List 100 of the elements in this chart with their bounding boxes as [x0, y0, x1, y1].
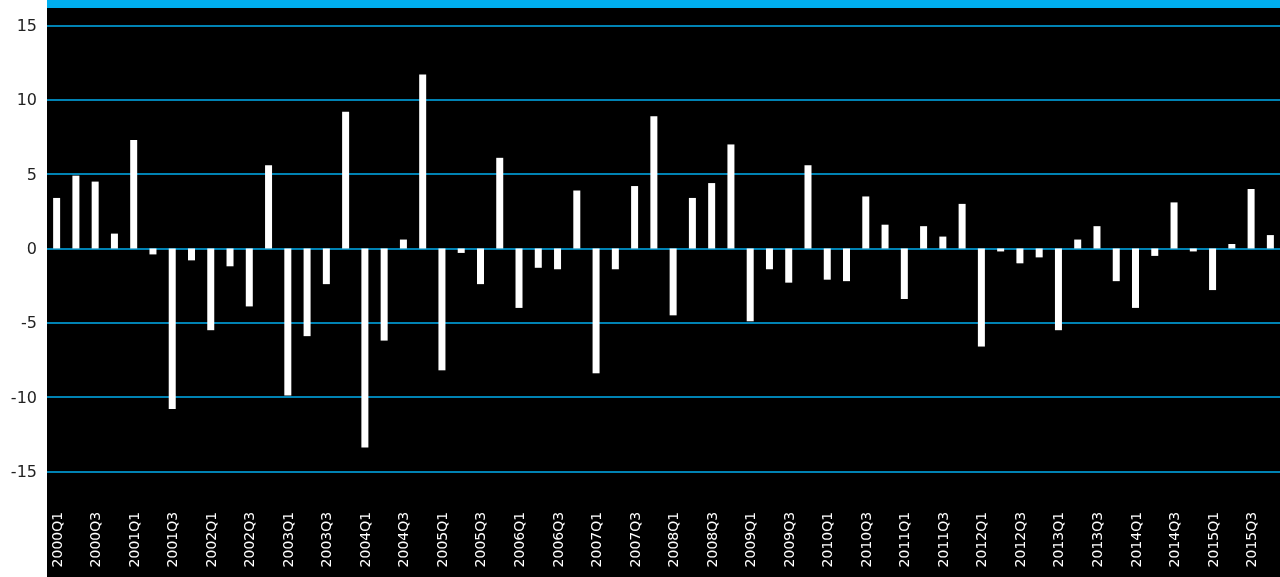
bar: [1228, 244, 1236, 249]
bar: [399, 239, 407, 249]
x-tick-label: 2005Q1: [433, 511, 450, 568]
x-tick-label: 2002Q3: [241, 511, 258, 568]
bar: [419, 74, 427, 249]
bar: [130, 139, 138, 249]
bar: [881, 224, 889, 249]
bar: [1093, 226, 1101, 249]
x-tick-label: 2009Q3: [780, 511, 797, 568]
bar: [1074, 239, 1082, 249]
bar: [1247, 189, 1255, 249]
bar: [900, 248, 908, 299]
bar: [110, 233, 118, 249]
x-tick-label: 2002Q1: [202, 511, 219, 568]
bar: [53, 197, 61, 249]
bar: [1189, 248, 1197, 252]
x-tick-label: 2003Q3: [318, 511, 335, 568]
x-tick-label: 2003Q1: [279, 511, 296, 568]
y-tick-label: 5: [26, 164, 37, 184]
x-tick-label: 2012Q3: [1011, 511, 1028, 568]
bar: [342, 111, 350, 249]
bar: [688, 197, 696, 249]
bar: [1112, 248, 1120, 282]
y-tick-label: -10: [10, 387, 37, 407]
bar: [515, 248, 523, 308]
x-tick-label: 2012Q1: [973, 511, 990, 568]
bar: [1209, 248, 1217, 291]
bar: [226, 248, 234, 267]
bar: [1151, 248, 1159, 256]
x-tick-label: 2010Q1: [819, 511, 836, 568]
x-tick-label: 2004Q1: [356, 511, 373, 568]
x-tick-label: 2007Q1: [588, 511, 605, 568]
x-tick-label: 2001Q3: [164, 511, 181, 568]
bar: [476, 248, 484, 285]
x-tick-label: 2006Q1: [511, 511, 528, 568]
bar: [72, 175, 80, 249]
y-tick-label: -5: [21, 313, 37, 333]
bar: [631, 186, 639, 249]
x-tick-label: 2010Q3: [857, 511, 874, 568]
bar: [496, 157, 504, 249]
x-tick-label: 2015Q3: [1243, 511, 1260, 568]
bar: [785, 248, 793, 283]
x-tick-label: 2001Q1: [125, 511, 142, 568]
bar: [380, 248, 388, 341]
bar: [149, 248, 157, 255]
bar: [746, 248, 754, 322]
bar: [207, 248, 215, 331]
bar: [592, 248, 600, 374]
bar: [823, 248, 831, 280]
x-tick-label: 2013Q3: [1088, 511, 1105, 568]
bar: [554, 248, 562, 270]
x-tick-label: 2005Q3: [472, 511, 489, 568]
bar: [727, 144, 735, 249]
x-tick-label: 2013Q1: [1050, 511, 1067, 568]
bar: [1132, 248, 1140, 308]
bar: [1035, 248, 1043, 258]
x-tick-label: 2015Q1: [1204, 511, 1221, 568]
bar: [265, 165, 273, 249]
bar: [303, 248, 311, 337]
y-tick-label: -15: [10, 461, 37, 481]
bar: [997, 248, 1005, 252]
bar: [457, 248, 465, 253]
bar: [843, 248, 851, 282]
x-tick-label: 2011Q1: [896, 511, 913, 568]
bar: [1170, 202, 1178, 249]
bar: [573, 190, 581, 249]
bar: [862, 196, 870, 249]
x-tick-label: 2008Q3: [703, 511, 720, 568]
bar: [939, 236, 947, 249]
bar: [322, 248, 330, 285]
bar: [708, 183, 716, 249]
x-tick-label: 2000Q1: [48, 511, 65, 568]
bar: [977, 248, 985, 347]
y-tick-label: 10: [16, 90, 37, 110]
bar: [187, 248, 195, 261]
bar: [361, 248, 369, 448]
bar: [765, 248, 773, 270]
bar: [91, 181, 99, 249]
x-tick-label: 2006Q3: [549, 511, 566, 568]
x-tick-label: 2000Q3: [87, 511, 104, 568]
bar: [958, 203, 966, 249]
x-tick-label: 2009Q1: [742, 511, 759, 568]
bar: [669, 248, 677, 316]
bar: [534, 248, 542, 268]
bar: [1016, 248, 1024, 264]
bar: [1054, 248, 1062, 331]
x-tick-label: 2014Q1: [1127, 511, 1144, 568]
bar: [438, 248, 446, 371]
bar: [1266, 235, 1274, 249]
x-tick-label: 2011Q3: [934, 511, 951, 568]
bar: [650, 116, 658, 249]
bar: [920, 226, 928, 249]
bar: [284, 248, 292, 396]
y-tick-label: 15: [16, 16, 37, 36]
x-tick-label: 2014Q3: [1166, 511, 1183, 568]
bar: [168, 248, 176, 409]
bar: [611, 248, 619, 270]
y-tick-label: 0: [26, 238, 37, 258]
x-tick-label: 2004Q3: [395, 511, 412, 568]
bar: [804, 165, 812, 249]
